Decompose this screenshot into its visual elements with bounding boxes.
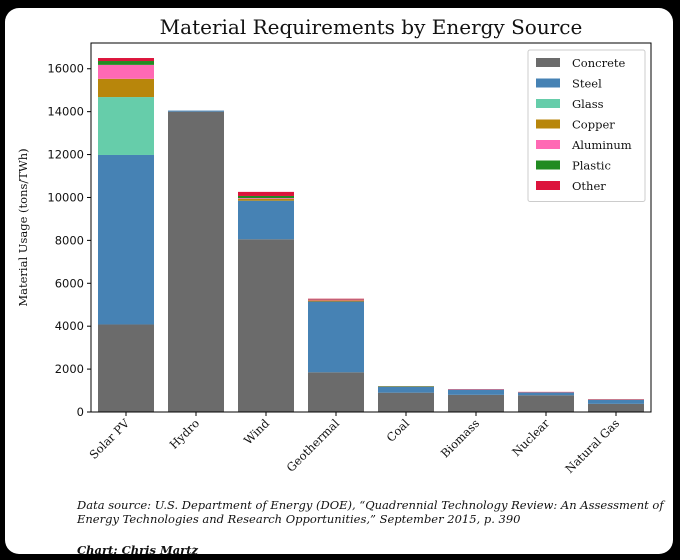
legend-swatch-concrete	[536, 58, 560, 67]
bar-copper-solar-pv	[98, 78, 154, 98]
legend-swatch-copper	[536, 119, 560, 129]
y-tick-label: 0	[77, 405, 84, 419]
bar-steel-geothermal	[308, 301, 364, 373]
bar-aluminum-biomass	[448, 389, 504, 390]
y-tick-label: 6000	[55, 276, 84, 290]
legend-label-concrete: Concrete	[572, 56, 625, 70]
legend-swatch-glass	[536, 99, 560, 108]
y-tick-label: 10000	[47, 190, 84, 204]
bar-aluminum-wind	[238, 198, 294, 199]
legend-label-steel: Steel	[572, 77, 602, 91]
x-tick-label: Solar PV	[86, 416, 132, 462]
y-axis-label: Material Usage (tons/TWh)	[16, 148, 30, 306]
legend-swatch-other	[536, 181, 560, 190]
bar-concrete-biomass	[448, 394, 504, 412]
y-tick-label: 12000	[47, 148, 84, 162]
legend-label-plastic: Plastic	[572, 159, 611, 173]
x-tick-label: Nuclear	[509, 416, 552, 459]
x-tick-label: Geothermal	[284, 416, 343, 475]
bar-steel-wind	[238, 200, 294, 240]
y-tick-label: 8000	[55, 233, 84, 247]
x-tick-label: Natural Gas	[562, 416, 622, 476]
bar-concrete-geothermal	[308, 372, 364, 412]
legend-label-copper: Copper	[572, 118, 615, 132]
bar-chart: Material Requirements by Energy Source Ma…	[16, 15, 652, 476]
bar-steel-coal	[378, 386, 434, 393]
bar-concrete-wind	[238, 239, 294, 412]
y-tick-label: 4000	[55, 319, 84, 333]
bar-aluminum-natural-gas	[588, 399, 644, 400]
bar-aluminum-nuclear	[518, 391, 574, 393]
x-tick-label: Biomass	[438, 416, 482, 460]
bar-other-solar-pv	[98, 58, 154, 62]
legend-swatch-steel	[536, 78, 560, 88]
legend-swatch-aluminum	[536, 140, 560, 149]
bar-steel-natural-gas	[588, 399, 644, 404]
legend-label-other: Other	[572, 179, 606, 193]
bar-steel-biomass	[448, 389, 504, 395]
bar-steel-solar-pv	[98, 154, 154, 325]
bar-steel-nuclear	[518, 392, 574, 396]
bar-aluminum-solar-pv	[98, 64, 154, 79]
bar-other-geothermal	[308, 298, 364, 300]
bar-copper-wind	[238, 198, 294, 201]
bar-aluminum-geothermal	[308, 299, 364, 301]
chart-title: Material Requirements by Energy Source	[160, 15, 583, 39]
bar-plastic-wind	[238, 195, 294, 199]
bar-plastic-coal	[378, 386, 434, 387]
y-tick-label: 14000	[47, 105, 84, 119]
y-tick-label: 2000	[55, 362, 84, 376]
plot-frame	[90, 42, 652, 413]
bar-steel-hydro	[168, 110, 224, 112]
bar-concrete-hydro	[168, 111, 224, 413]
bar-glass-solar-pv	[98, 97, 154, 155]
bar-concrete-natural-gas	[588, 403, 644, 412]
x-tick-label: Coal	[384, 416, 413, 445]
bar-concrete-solar-pv	[98, 324, 154, 412]
bar-concrete-nuclear	[518, 395, 574, 412]
x-tick-label: Hydro	[167, 416, 203, 452]
legend-label-aluminum: Aluminum	[571, 138, 632, 152]
chart-card: Material Requirements by Energy Source Ma…	[5, 8, 673, 557]
bar-other-wind	[238, 191, 294, 196]
y-tick-label: 16000	[47, 62, 84, 76]
bar-copper-geothermal	[308, 300, 364, 302]
legend-swatch-plastic	[536, 160, 560, 170]
data-source-note: Data source: U.S. Department of Energy (…	[77, 498, 664, 526]
chart-credit: Chart: Chris Martz	[77, 543, 199, 557]
bar-concrete-coal	[378, 392, 434, 412]
legend-label-glass: Glass	[572, 97, 604, 111]
x-tick-label: Wind	[241, 416, 273, 448]
bar-plastic-solar-pv	[98, 61, 154, 65]
